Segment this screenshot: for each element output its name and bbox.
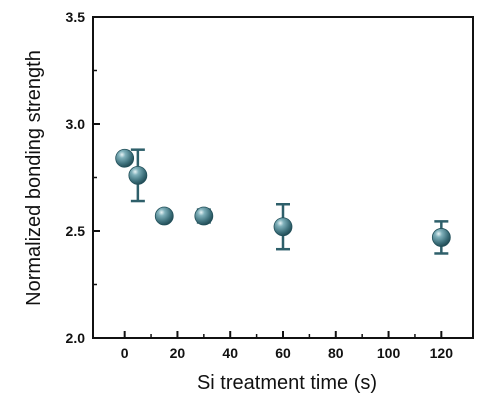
y-tick-label: 3.5 bbox=[66, 9, 86, 25]
x-tick-label: 40 bbox=[222, 345, 238, 361]
data-point bbox=[273, 217, 293, 237]
y-axis-title: Normalized bonding strength bbox=[23, 50, 45, 306]
x-tick-label: 120 bbox=[430, 345, 454, 361]
x-tick-label: 60 bbox=[275, 345, 291, 361]
data-point bbox=[431, 228, 451, 247]
plot-frame bbox=[92, 16, 474, 339]
x-axis-title: Si treatment time (s) bbox=[197, 372, 377, 394]
x-tick-label: 80 bbox=[328, 345, 344, 361]
x-tick-label: 100 bbox=[377, 345, 401, 361]
y-tick-label: 3.0 bbox=[66, 116, 86, 132]
data-point bbox=[154, 206, 174, 226]
data-point bbox=[194, 206, 214, 226]
data-point bbox=[128, 165, 148, 185]
y-tick-label: 2.5 bbox=[66, 223, 86, 239]
x-tick-label: 0 bbox=[121, 345, 129, 361]
data-point bbox=[115, 148, 135, 168]
x-tick-label: 20 bbox=[170, 345, 186, 361]
y-tick-label: 2.0 bbox=[66, 330, 86, 346]
